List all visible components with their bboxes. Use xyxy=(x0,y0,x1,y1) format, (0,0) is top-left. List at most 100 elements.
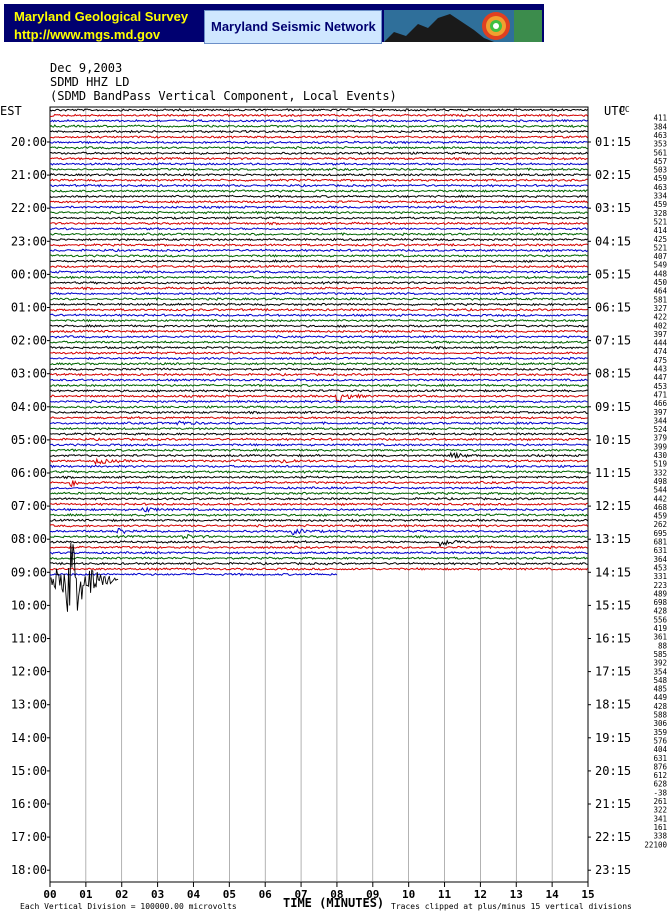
seismic-trace xyxy=(49,108,588,112)
seismic-trace xyxy=(49,216,588,220)
dc-offset-value: 407 xyxy=(653,252,667,261)
dc-offset-value: 341 xyxy=(653,814,667,823)
seismogram-logo-icon xyxy=(384,10,542,42)
utc-hour-label: 07:15 xyxy=(595,334,631,348)
dc-offset-value: 548 xyxy=(653,676,667,685)
dc-offset-value: 22100 xyxy=(644,840,667,849)
est-hour-label: 08:00 xyxy=(11,532,47,546)
seismic-trace xyxy=(49,405,588,409)
est-hour-label: 01:00 xyxy=(11,301,47,315)
seismic-trace xyxy=(49,264,588,269)
seismic-trace xyxy=(49,486,588,490)
dc-offset-value: 544 xyxy=(653,486,667,495)
seismic-trace xyxy=(49,426,588,431)
utc-hour-label: 23:15 xyxy=(595,863,631,877)
dc-offset-value: 444 xyxy=(653,339,667,348)
seismic-trace xyxy=(49,448,588,453)
seismic-trace xyxy=(49,243,588,247)
est-hour-label: 15:00 xyxy=(11,764,47,778)
dc-offset-value: 428 xyxy=(653,702,667,711)
est-hour-label: 06:00 xyxy=(11,466,47,480)
utc-hour-label: 19:15 xyxy=(595,731,631,745)
dc-offset-value: 443 xyxy=(653,365,667,374)
est-hour-label: 10:00 xyxy=(11,598,47,612)
seismic-trace xyxy=(49,210,588,215)
est-hour-label: 04:00 xyxy=(11,400,47,414)
seismic-trace xyxy=(49,378,588,382)
seismic-trace xyxy=(49,340,588,345)
clip-note: Traces clipped at plus/minus 15 vertical… xyxy=(391,902,632,911)
seismic-trace xyxy=(49,356,588,361)
dc-offset-value: 448 xyxy=(653,269,667,278)
seismic-trace xyxy=(49,334,588,339)
seismic-trace xyxy=(49,442,588,447)
dc-offset-value: 447 xyxy=(653,373,667,382)
est-hour-label: 20:00 xyxy=(11,135,47,149)
scale-note: Each Vertical Division = 100000.00 micro… xyxy=(20,902,237,911)
seismic-trace xyxy=(49,259,588,264)
dc-offset-value: 474 xyxy=(653,347,667,356)
dc-offset-value: 459 xyxy=(653,512,667,521)
seismic-trace xyxy=(49,372,588,377)
utc-hour-label: 13:15 xyxy=(595,532,631,546)
plot-frame xyxy=(49,106,589,883)
x-tick-label: 09 xyxy=(366,888,379,901)
seismic-trace xyxy=(49,539,588,548)
seismic-trace xyxy=(49,318,588,323)
seismic-trace xyxy=(49,464,588,469)
seismic-trace xyxy=(49,232,588,237)
org-url-link[interactable]: http://www.mgs.md.gov xyxy=(14,27,161,42)
dc-offset-value: 459 xyxy=(653,200,667,209)
dc-offset-value: 876 xyxy=(653,762,667,771)
seismic-trace xyxy=(49,145,588,150)
dc-offset-value: 485 xyxy=(653,685,667,694)
utc-hour-label: 16:15 xyxy=(595,632,631,646)
est-hour-label: 23:00 xyxy=(11,234,47,248)
dc-header: DC xyxy=(620,105,630,114)
seismic-trace xyxy=(49,480,588,488)
seismic-trace xyxy=(49,270,588,274)
dc-offset-value: 411 xyxy=(653,114,667,123)
utc-hour-label: 15:15 xyxy=(595,598,631,612)
seismic-trace xyxy=(49,286,588,291)
dc-offset-value: 581 xyxy=(653,295,667,304)
seismic-trace xyxy=(49,329,588,334)
seismic-trace xyxy=(49,527,588,536)
dc-offset-value: 561 xyxy=(653,148,667,157)
dc-offset-value: 628 xyxy=(653,780,667,789)
seismic-trace xyxy=(49,307,588,312)
x-tick-label: 07 xyxy=(294,888,307,901)
dc-offset-value: 364 xyxy=(653,555,667,564)
seismic-trace xyxy=(49,302,588,307)
seismic-trace xyxy=(49,475,588,480)
seismic-trace xyxy=(49,506,588,513)
est-hour-label: 22:00 xyxy=(11,201,47,215)
dc-offset-value: 466 xyxy=(653,399,667,408)
dc-offset-value: 681 xyxy=(653,538,667,547)
seismic-trace xyxy=(49,437,588,442)
dc-offset-value: 503 xyxy=(653,166,667,175)
x-tick-label: 06 xyxy=(259,888,273,901)
seismic-trace xyxy=(49,313,588,318)
x-tick-label: 02 xyxy=(115,888,128,901)
dc-offset-value: 430 xyxy=(653,451,667,460)
dc-offset-value: 361 xyxy=(653,633,667,642)
seismic-trace xyxy=(49,388,588,393)
seismic-trace xyxy=(49,399,588,404)
seismic-trace xyxy=(49,280,588,285)
seismic-trace xyxy=(49,545,588,550)
dc-offset-value: 588 xyxy=(653,711,667,720)
utc-hour-label: 08:15 xyxy=(595,367,631,381)
dc-offset-value: 261 xyxy=(653,797,667,806)
seismic-trace xyxy=(49,151,588,156)
dc-offset-value: 306 xyxy=(653,719,667,728)
x-tick-label: 05 xyxy=(223,888,236,901)
seismic-trace xyxy=(49,469,588,474)
dc-offset-value: 379 xyxy=(653,434,667,443)
utc-hour-label: 18:15 xyxy=(595,698,631,712)
utc-hour-label: 20:15 xyxy=(595,764,631,778)
seismic-trace xyxy=(49,221,588,226)
dc-offset-value: 223 xyxy=(653,581,667,590)
seismic-trace xyxy=(49,118,588,123)
dc-offset-value: 468 xyxy=(653,503,667,512)
